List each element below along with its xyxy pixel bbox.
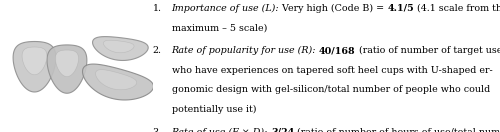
- Text: maximum – 5 scale): maximum – 5 scale): [172, 23, 267, 32]
- Text: (ratio of number of hours of use/total number: (ratio of number of hours of use/total n…: [294, 128, 500, 132]
- Polygon shape: [104, 40, 134, 53]
- Text: Importance of use (L):: Importance of use (L):: [172, 4, 279, 13]
- Polygon shape: [82, 64, 154, 100]
- Text: gonomic design with gel-silicon/total number of people who could: gonomic design with gel-silicon/total nu…: [172, 85, 490, 94]
- Text: (ratio of number of target users: (ratio of number of target users: [356, 46, 500, 55]
- Text: 1.: 1.: [152, 4, 162, 13]
- Polygon shape: [13, 41, 56, 92]
- Polygon shape: [47, 45, 87, 93]
- Polygon shape: [96, 70, 136, 90]
- Text: who have experiences on tapered soft heel cups with U-shaped er-: who have experiences on tapered soft hee…: [172, 66, 492, 75]
- Text: (4.1 scale from the: (4.1 scale from the: [414, 4, 500, 13]
- Polygon shape: [22, 47, 47, 75]
- Text: 3/24: 3/24: [271, 128, 294, 132]
- Text: 3.: 3.: [152, 128, 162, 132]
- Text: Rate of use (F × D):: Rate of use (F × D):: [172, 128, 268, 132]
- Polygon shape: [56, 50, 78, 77]
- Polygon shape: [92, 37, 148, 60]
- Text: potentially use it): potentially use it): [172, 105, 256, 114]
- Text: 40/168: 40/168: [319, 46, 356, 55]
- Text: 4.1/5: 4.1/5: [388, 4, 414, 13]
- Text: 2.: 2.: [152, 46, 162, 55]
- Text: Very high (Code B) =: Very high (Code B) =: [279, 4, 388, 13]
- Text: Rate of popularity for use (R):: Rate of popularity for use (R):: [172, 46, 316, 55]
